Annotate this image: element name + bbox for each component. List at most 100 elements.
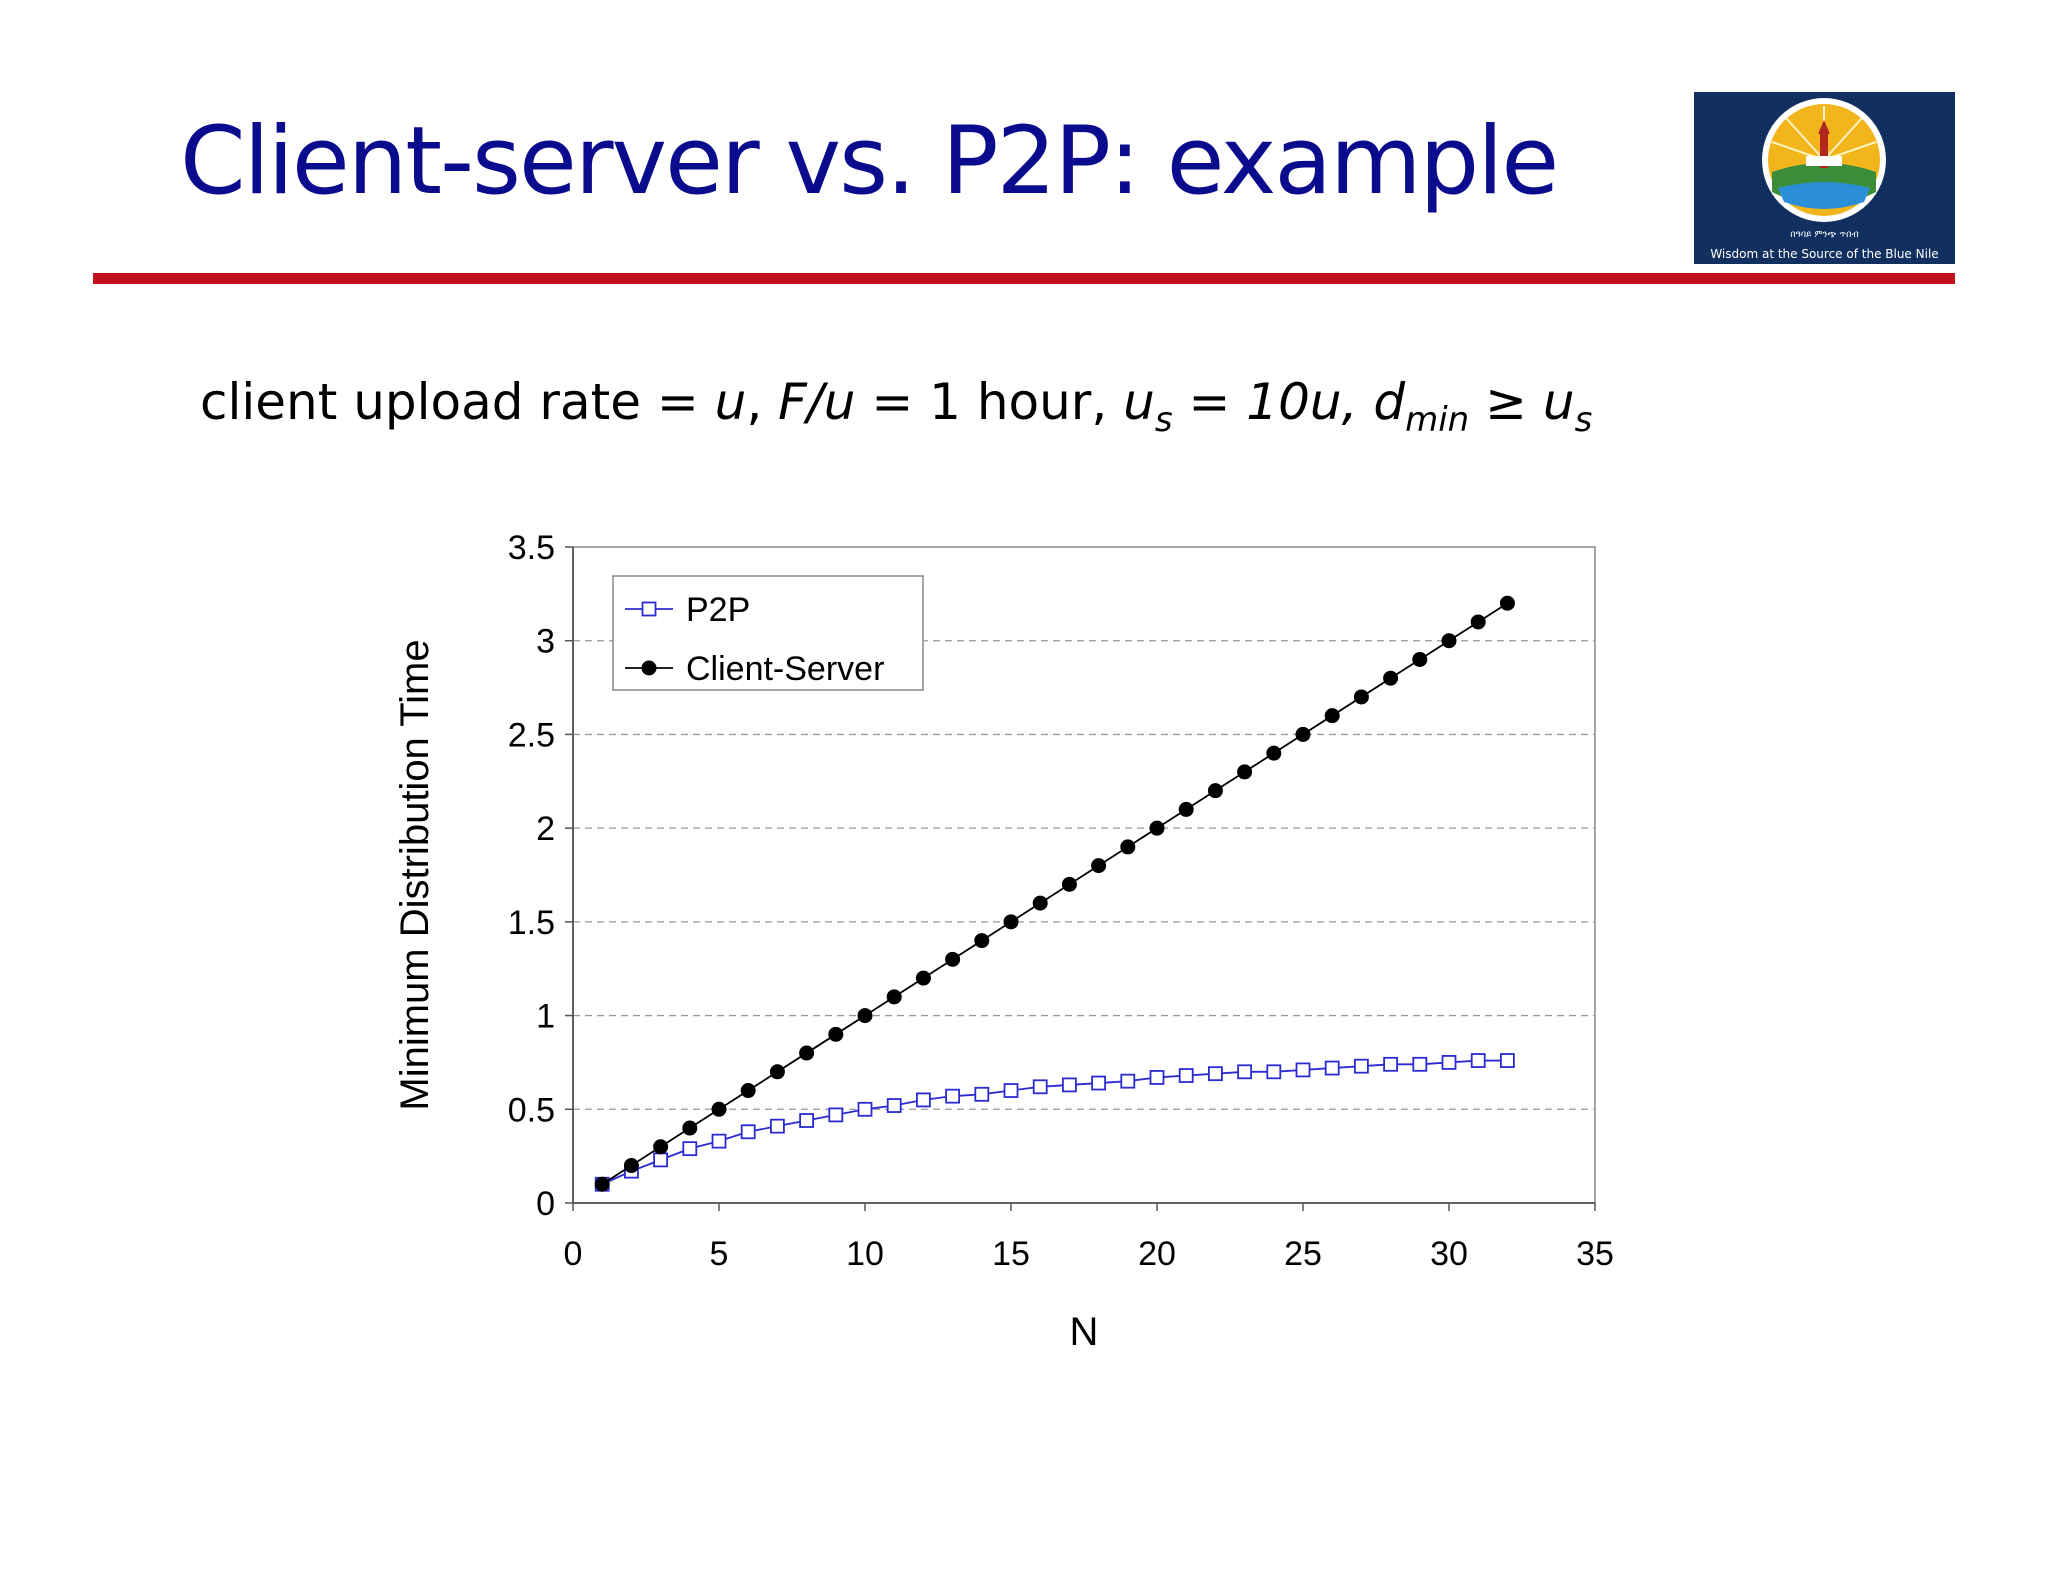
legend-item-client-server: Client-Server bbox=[625, 650, 884, 688]
data-point bbox=[1207, 783, 1223, 799]
data-point bbox=[945, 1088, 960, 1104]
data-point bbox=[1091, 858, 1107, 874]
data-point bbox=[1003, 914, 1019, 930]
y-tick-label: 0.5 bbox=[508, 1091, 555, 1129]
formula-us-rest: = 10u, bbox=[1172, 373, 1374, 431]
formula-part3: = 1 hour, bbox=[855, 373, 1124, 431]
data-point bbox=[1266, 745, 1282, 761]
data-point bbox=[1470, 614, 1486, 630]
legend-box bbox=[612, 575, 924, 691]
formula-us-sub: s bbox=[1154, 400, 1173, 440]
data-point bbox=[916, 1092, 931, 1108]
data-point bbox=[682, 1120, 698, 1136]
x-axis-label: N bbox=[1070, 1310, 1099, 1354]
title-divider bbox=[93, 273, 1955, 284]
university-logo: በዓባይ ምንጭ ጥበብ Wisdom at the Source of the… bbox=[1694, 92, 1955, 264]
data-point bbox=[1120, 839, 1136, 855]
data-point bbox=[1354, 1058, 1369, 1074]
legend-marker bbox=[641, 601, 657, 617]
series-client-server bbox=[594, 595, 1515, 1192]
legend-layer: P2P Client-Server bbox=[612, 575, 924, 691]
legend-label: Client-Server bbox=[686, 650, 884, 688]
data-point bbox=[653, 1152, 669, 1168]
data-point bbox=[1500, 1053, 1515, 1068]
formula-u2-sub: s bbox=[1574, 400, 1593, 440]
data-point bbox=[857, 1101, 873, 1117]
chart: 0 0.5 1 1.5 2 2.5 3 3.5 0 5 10 15 20 25 30 35 N Minimum D… bbox=[380, 520, 1640, 1400]
data-point bbox=[1237, 1064, 1252, 1080]
formula-u2: u bbox=[1542, 373, 1575, 431]
data-point bbox=[1441, 1055, 1457, 1070]
formula-u: u bbox=[714, 373, 747, 431]
data-point bbox=[711, 1101, 727, 1117]
data-point bbox=[886, 989, 902, 1005]
data-point bbox=[1178, 801, 1194, 817]
logo-emblem-icon bbox=[1762, 98, 1886, 222]
legend-label: P2P bbox=[686, 591, 750, 629]
legend-marker bbox=[641, 660, 657, 676]
data-point bbox=[769, 1064, 785, 1080]
data-point bbox=[1295, 1062, 1311, 1078]
data-point bbox=[769, 1118, 785, 1134]
x-tick-label: 25 bbox=[1284, 1235, 1322, 1273]
data-point bbox=[1324, 708, 1340, 724]
data-point bbox=[1062, 1077, 1077, 1093]
data-point bbox=[1120, 1073, 1136, 1089]
data-point bbox=[682, 1141, 698, 1157]
formula-d: d bbox=[1373, 373, 1406, 431]
y-tick-label: 1.5 bbox=[508, 904, 555, 942]
data-point bbox=[857, 1008, 873, 1024]
logo-amharic-text: በዓባይ ምንጭ ጥበብ bbox=[1790, 230, 1859, 240]
data-point bbox=[799, 1045, 815, 1061]
data-point bbox=[653, 1139, 669, 1155]
data-point bbox=[1061, 876, 1077, 892]
legend-item-p2p: P2P bbox=[625, 591, 750, 629]
data-point bbox=[1208, 1066, 1223, 1082]
formula-fu: F/u bbox=[778, 373, 856, 431]
x-tick-label: 10 bbox=[846, 1235, 884, 1273]
data-point bbox=[1149, 820, 1165, 836]
data-point bbox=[1091, 1075, 1106, 1091]
data-point bbox=[828, 1107, 844, 1123]
data-point bbox=[915, 970, 931, 986]
formula-text: client upload rate = u, F/u = 1 hour, us… bbox=[200, 372, 1592, 437]
data-point bbox=[945, 951, 961, 967]
data-point bbox=[1032, 895, 1048, 911]
data-point bbox=[594, 1176, 610, 1192]
axis-layer: 0 0.5 1 1.5 2 2.5 3 3.5 0 5 10 15 20 25 30 35 N Minimum D… bbox=[393, 529, 1614, 1354]
formula-part2: , bbox=[746, 373, 779, 431]
formula-us: u bbox=[1123, 373, 1155, 431]
x-tick-label: 5 bbox=[710, 1235, 729, 1273]
y-tick-label: 0 bbox=[536, 1185, 555, 1223]
data-point bbox=[828, 1026, 844, 1042]
formula-part1: client upload rate = bbox=[200, 373, 715, 431]
data-point bbox=[1470, 1053, 1486, 1068]
data-point bbox=[1499, 595, 1515, 611]
data-point bbox=[711, 1133, 727, 1149]
data-point bbox=[1412, 1056, 1428, 1072]
data-point bbox=[974, 933, 990, 949]
logo-caption: Wisdom at the Source of the Blue Nile bbox=[1710, 247, 1939, 261]
data-point bbox=[1295, 726, 1311, 742]
data-point bbox=[740, 1124, 756, 1140]
x-tick-label: 20 bbox=[1138, 1235, 1176, 1273]
x-tick-label: 35 bbox=[1576, 1235, 1614, 1273]
x-tick-label: 15 bbox=[992, 1235, 1030, 1273]
data-point bbox=[1266, 1064, 1282, 1080]
y-tick-label: 2 bbox=[536, 810, 555, 848]
data-point bbox=[623, 1158, 639, 1174]
data-point bbox=[1178, 1068, 1194, 1083]
y-tick-label: 1 bbox=[536, 998, 555, 1036]
data-point bbox=[886, 1098, 902, 1113]
data-point bbox=[1383, 670, 1399, 686]
data-point bbox=[799, 1113, 815, 1128]
formula-d-sub: min bbox=[1405, 400, 1470, 440]
slide-title: Client-server vs. P2P: example bbox=[180, 107, 1559, 216]
x-tick-label: 0 bbox=[564, 1235, 583, 1273]
y-tick-label: 3 bbox=[536, 623, 555, 661]
y-tick-label: 2.5 bbox=[508, 716, 555, 754]
data-point bbox=[1383, 1056, 1398, 1072]
line-chart: 0 0.5 1 1.5 2 2.5 3 3.5 0 5 10 15 20 25 30 35 N Minimum D… bbox=[393, 529, 1614, 1354]
data-point bbox=[1032, 1079, 1048, 1095]
